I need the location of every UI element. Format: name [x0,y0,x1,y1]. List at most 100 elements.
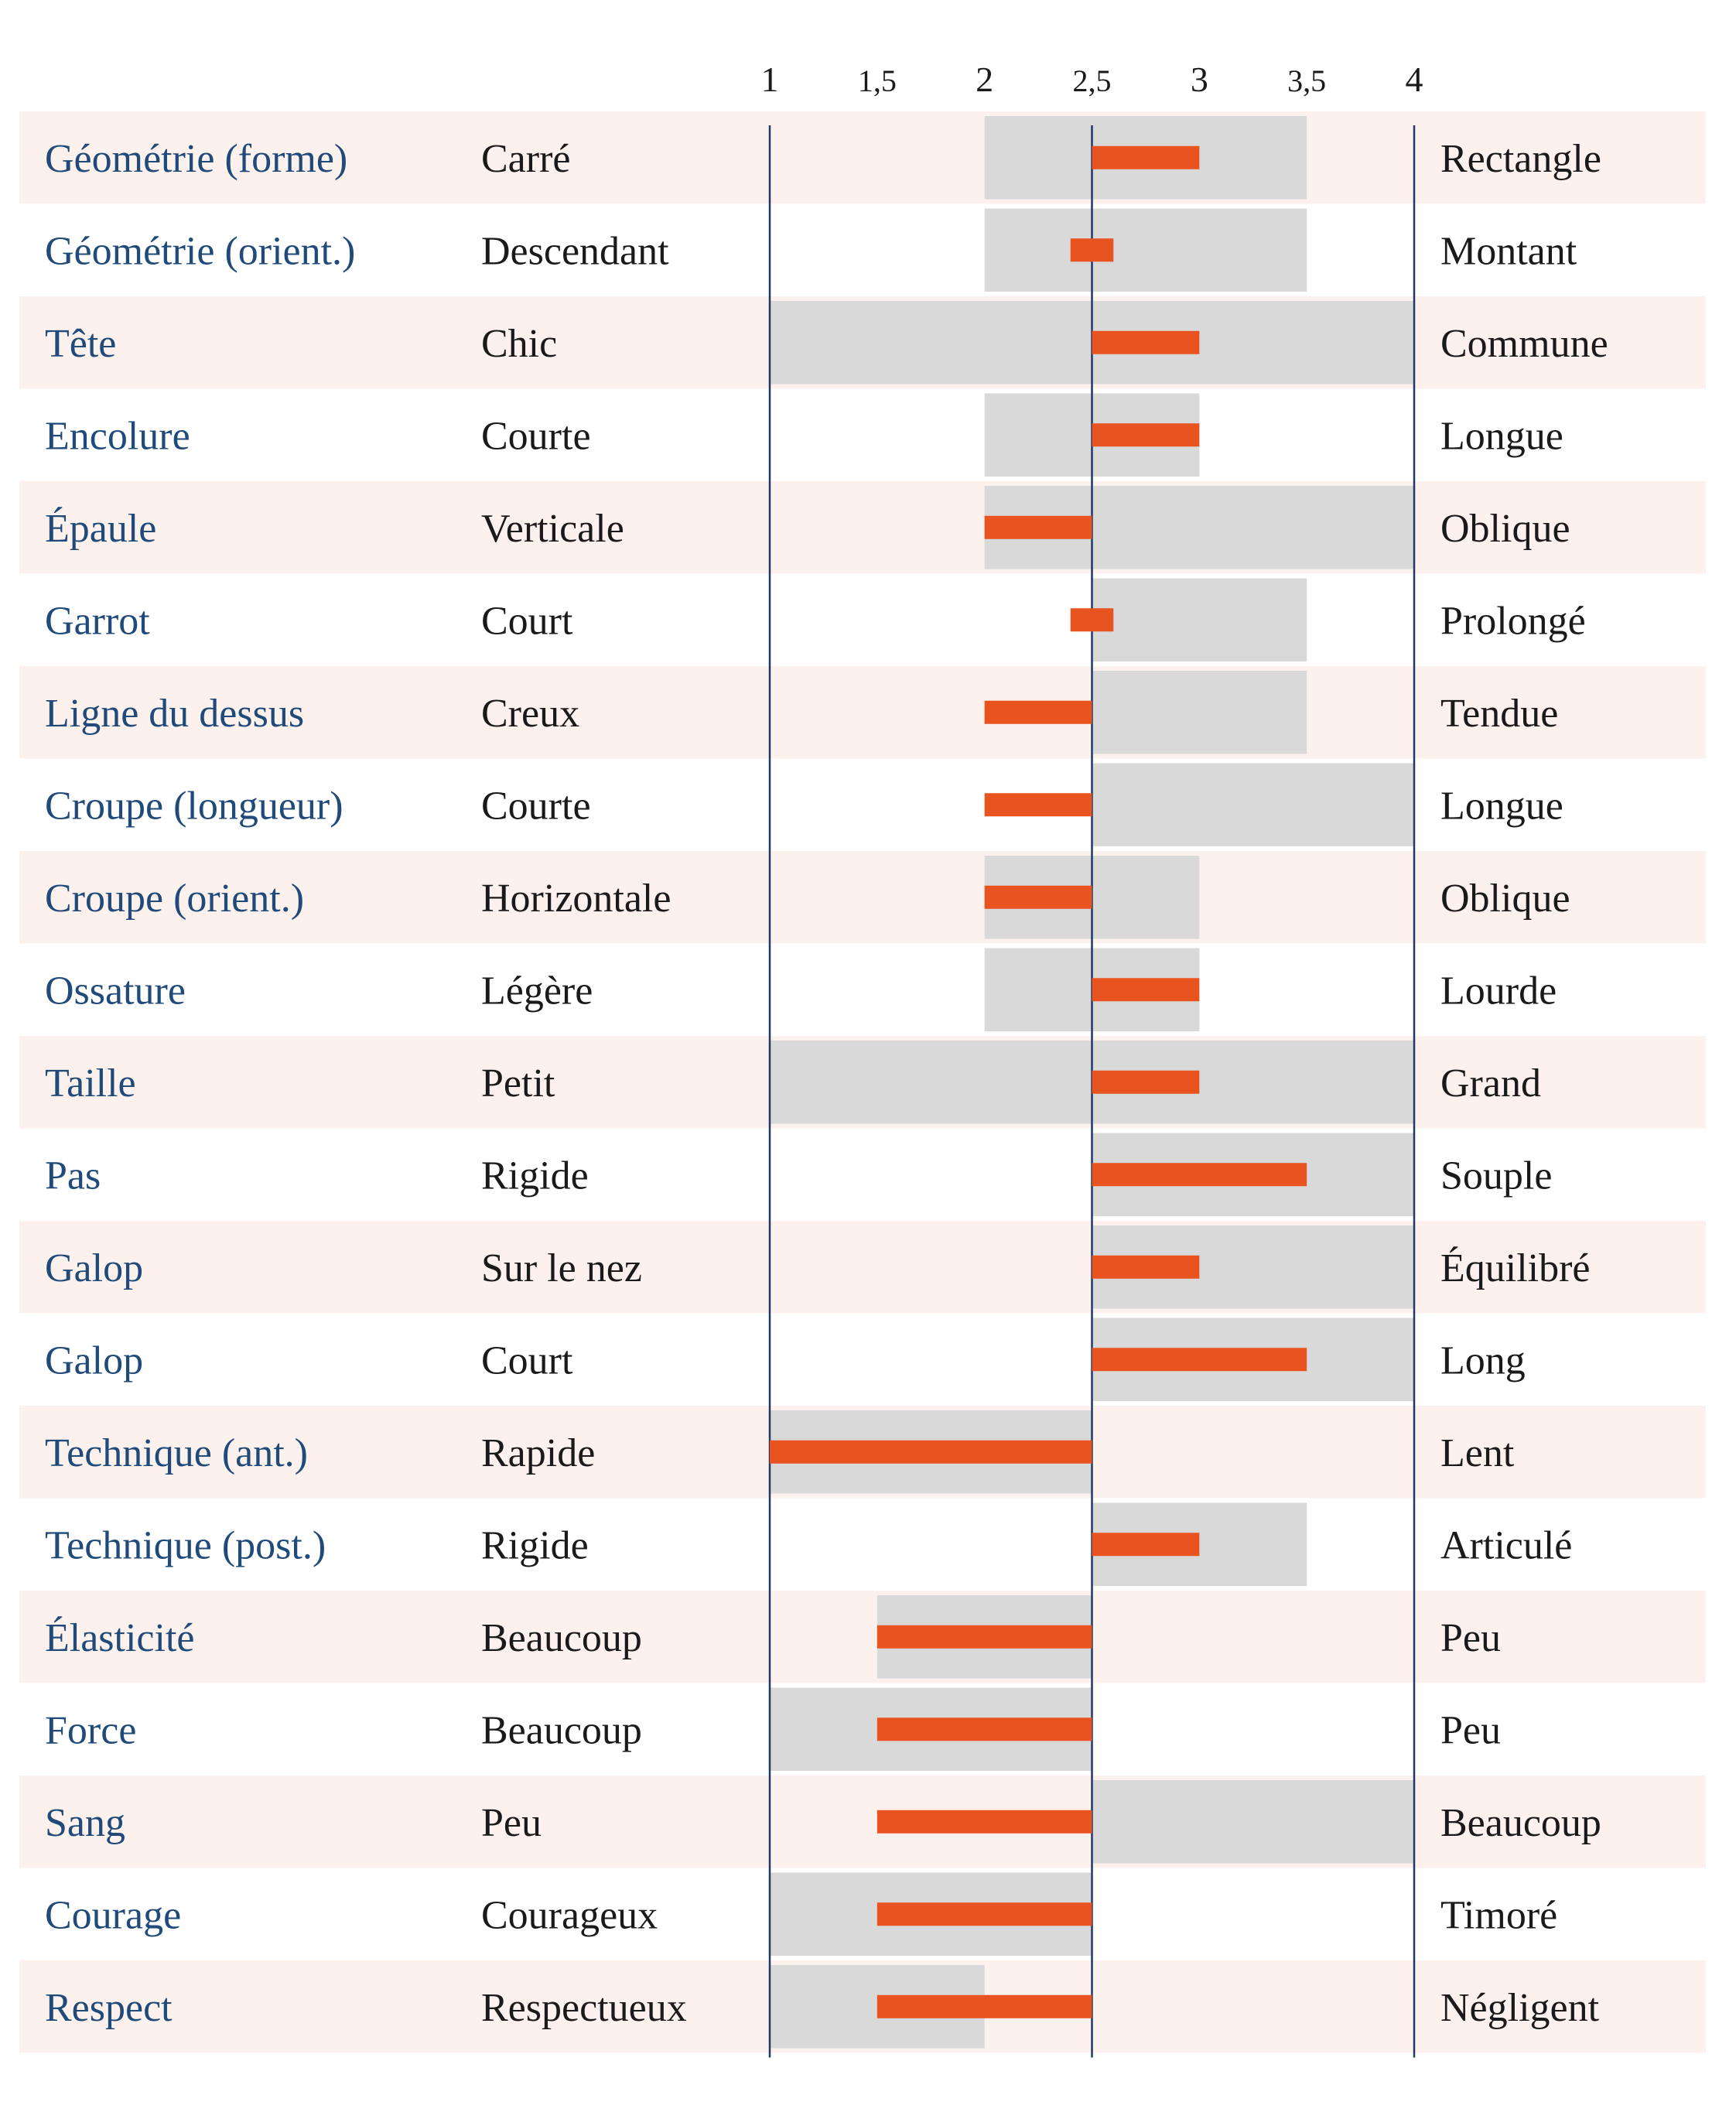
high-label: Tendue [1440,692,1558,736]
high-label: Souple [1440,1154,1552,1198]
x-tick-label: 3,5 [1287,63,1326,98]
value-bar [984,515,1092,539]
trait-label: Tête [45,322,116,366]
high-label: Longue [1440,414,1563,458]
high-label: Montant [1440,229,1577,273]
trait-label: Force [45,1708,136,1752]
trait-label: Croupe (longueur) [45,784,343,828]
x-tick-label: 4 [1406,60,1423,99]
range-bar [1092,671,1307,754]
low-label: Creux [481,692,579,736]
high-label: Oblique [1440,507,1570,551]
trait-label: Respect [45,1986,173,2030]
value-bar [877,1717,1092,1741]
value-bar [1092,1255,1200,1279]
trait-label: Encolure [45,414,190,458]
high-label: Lent [1440,1431,1515,1475]
trait-label: Galop [45,1246,143,1290]
trait-label: Géométrie (orient.) [45,229,355,273]
value-bar [984,885,1092,909]
high-label: Longue [1440,784,1563,828]
trait-label: Pas [45,1154,101,1198]
low-label: Rigide [481,1154,589,1198]
low-label: Respectueux [481,1986,687,2030]
high-label: Long [1440,1338,1526,1383]
high-label: Prolongé [1440,599,1586,643]
row-band [19,1591,1706,1683]
trait-label: Technique (ant.) [45,1431,308,1475]
row-band [19,851,1706,944]
high-label: Timoré [1440,1893,1557,1937]
low-label: Chic [481,322,557,366]
high-label: Équilibré [1440,1246,1591,1290]
high-label: Négligent [1440,1986,1600,2030]
low-label: Rigide [481,1523,589,1567]
range-bar [1092,578,1307,661]
x-tick-labels: 1 1,5 2 2,5 3 3,5 4 [761,60,1423,99]
high-label: Grand [1440,1061,1541,1106]
row-band [19,1221,1706,1314]
value-bar [1092,1533,1200,1557]
high-label: Beaucoup [1440,1801,1601,1845]
value-bar [1070,608,1114,632]
range-bar [1092,1780,1414,1864]
low-label: Courte [481,414,591,458]
value-bar [877,1994,1092,2018]
value-bar [1092,330,1200,354]
high-label: Peu [1440,1616,1501,1660]
low-label: Légère [481,969,593,1013]
trait-label: Courage [45,1893,181,1937]
low-label: Horizontale [481,877,671,921]
trait-label: Galop [45,1338,143,1383]
value-bar [1092,1070,1200,1094]
low-label: Sur le nez [481,1246,642,1290]
low-label: Descendant [481,229,669,273]
trait-label: Garrot [45,599,150,643]
trait-label: Géométrie (forme) [45,137,347,181]
value-bar [770,1440,1092,1464]
row-labels: Géométrie (forme) Carré Rectangle Géométrie… [45,137,1608,2030]
value-bar [1092,145,1200,169]
value-bar [1070,238,1114,262]
row-band [19,481,1706,574]
range-bar [984,208,1307,292]
row-band [19,666,1706,759]
x-tick-label: 2,5 [1073,63,1112,98]
value-bar [1092,1348,1307,1372]
low-label: Rapide [481,1431,595,1475]
trait-label: Ligne du dessus [45,692,304,736]
range-bar [1092,763,1414,846]
value-bar [877,1810,1092,1834]
trait-label: Épaule [45,506,156,551]
value-bar [984,793,1092,817]
trait-label: Technique (post.) [45,1523,326,1567]
high-label: Peu [1440,1708,1501,1752]
low-label: Verticale [481,507,624,551]
low-label: Court [481,1338,573,1383]
value-bar [984,700,1092,724]
high-label: Commune [1440,322,1608,366]
high-label: Oblique [1440,877,1570,921]
trait-label: Croupe (orient.) [45,877,304,921]
value-bar [877,1625,1092,1649]
x-tick-label: 2 [976,60,993,99]
value-bar [1092,423,1200,447]
low-label: Peu [481,1801,542,1845]
high-label: Articulé [1440,1523,1572,1567]
row-band [19,1776,1706,1868]
x-tick-label: 1 [761,60,779,99]
low-label: Petit [481,1061,555,1106]
high-label: Rectangle [1440,137,1601,181]
value-bar [1092,1163,1307,1187]
low-label: Courte [481,784,591,828]
low-label: Court [481,599,573,643]
low-label: Beaucoup [481,1708,642,1752]
x-tick-label: 3 [1191,60,1208,99]
high-label: Lourde [1440,969,1557,1013]
row-band [19,111,1706,204]
value-bar [877,1902,1092,1926]
trait-label: Ossature [45,969,186,1013]
trait-label: Sang [45,1801,125,1845]
low-label: Courageux [481,1893,658,1937]
